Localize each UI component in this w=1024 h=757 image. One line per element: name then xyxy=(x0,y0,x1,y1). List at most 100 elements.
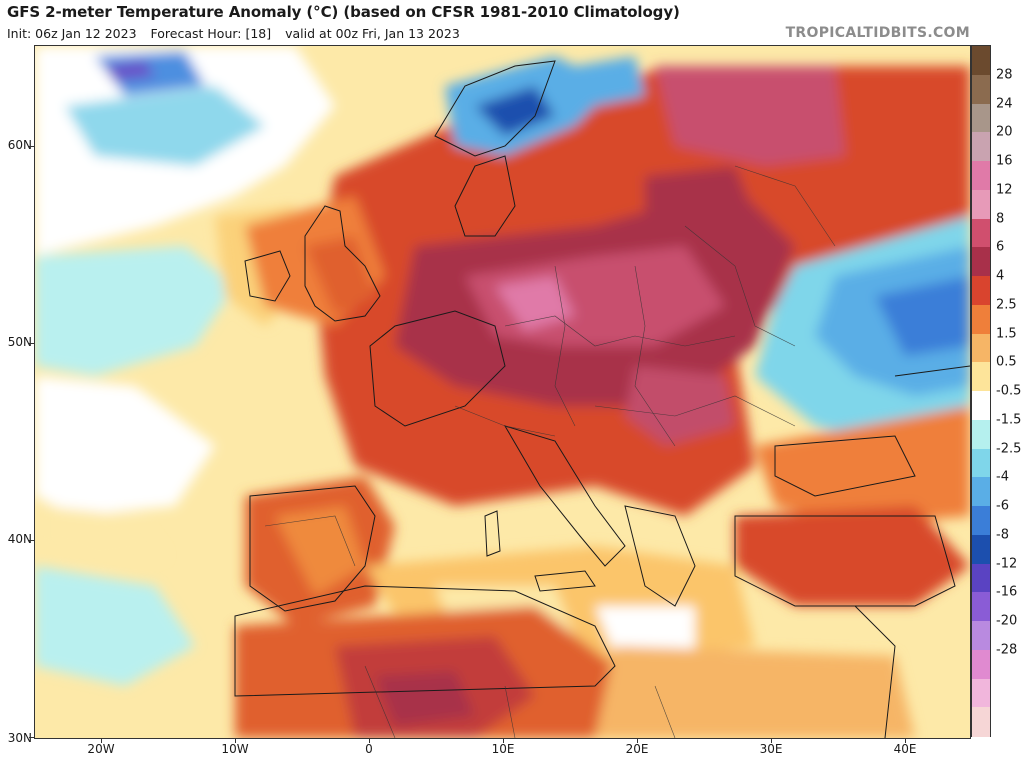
lon-tick xyxy=(101,738,102,743)
colorbar-label: 8 xyxy=(996,211,1005,226)
colorbar-label: -20 xyxy=(996,613,1018,629)
lon-label-0: 0 xyxy=(365,742,373,756)
border-line xyxy=(504,315,736,347)
border-line xyxy=(684,225,796,347)
colorbar-label: -16 xyxy=(996,584,1018,600)
lon-label-40e: 40E xyxy=(893,742,917,756)
border-line xyxy=(264,515,356,567)
colorbar-swatch xyxy=(972,218,990,248)
border-line xyxy=(594,395,796,427)
caspian-edge xyxy=(894,365,970,377)
colorbar-swatch xyxy=(972,649,990,679)
lon-tick xyxy=(771,738,772,743)
lat-label-60n: 60N xyxy=(7,138,32,152)
colorbar-label: -2.5 xyxy=(996,441,1022,456)
lon-tick xyxy=(235,738,236,743)
colorbar-swatch xyxy=(972,534,990,564)
colorbar-swatch xyxy=(972,477,990,507)
lat-tick xyxy=(29,737,34,738)
france-outline xyxy=(369,310,506,427)
colorbar-swatch xyxy=(972,592,990,622)
colorbar-label: 6 xyxy=(996,239,1005,255)
colorbar-swatch xyxy=(972,678,990,708)
lon-tick xyxy=(637,738,638,743)
border-line xyxy=(504,685,516,738)
valid-time: valid at 00z Fri, Jan 13 2023 xyxy=(285,26,460,41)
colorbar-swatch xyxy=(972,362,990,392)
colorbar-swatch xyxy=(972,563,990,593)
turkey-outline xyxy=(734,515,956,607)
colorbar-label: -28 xyxy=(996,642,1018,658)
lat-tick xyxy=(29,540,34,541)
colorbar-label: 2.5 xyxy=(996,297,1017,313)
lat-tick xyxy=(29,343,34,344)
lon-label-10w: 10W xyxy=(221,742,249,756)
map-canvas xyxy=(35,46,970,738)
colorbar-swatch xyxy=(972,189,990,219)
country-borders xyxy=(264,165,836,738)
colorbar-label: 1.5 xyxy=(996,326,1017,341)
lon-tick xyxy=(369,738,370,743)
colorbar-label: 24 xyxy=(996,96,1013,111)
site-credit: TROPICALTIDBITS.COM xyxy=(785,25,970,41)
colorbar-swatch xyxy=(972,391,990,421)
colorbar-swatch xyxy=(972,707,990,737)
coastlines xyxy=(234,60,970,738)
colorbar-label: -4 xyxy=(996,469,1009,485)
colorbar-label: 28 xyxy=(996,67,1013,83)
lat-tick xyxy=(29,146,34,147)
map-title: GFS 2-meter Temperature Anomaly (°C) (ba… xyxy=(7,3,680,21)
colorbar-swatch xyxy=(972,276,990,306)
colorbar-label: -6 xyxy=(996,498,1009,514)
lon-label-30e: 30E xyxy=(759,742,783,756)
colorbar-label: -1.5 xyxy=(996,412,1022,428)
colorbar-swatch xyxy=(972,621,990,651)
colorbar-swatch xyxy=(972,103,990,133)
colorbar-label: 20 xyxy=(996,124,1013,140)
colorbar-label: 4 xyxy=(996,268,1005,284)
lon-label-10e: 10E xyxy=(491,742,515,756)
denmark-outline xyxy=(454,155,516,237)
great-britain-outline xyxy=(304,205,381,322)
border-line xyxy=(654,685,676,738)
border-line xyxy=(554,265,576,427)
colorbar xyxy=(971,45,991,737)
forecast-hour: Forecast Hour: [18] xyxy=(150,26,272,41)
colorbar-label: 0.5 xyxy=(996,354,1017,370)
border-line xyxy=(454,405,556,437)
black-sea-outline xyxy=(774,435,916,497)
colorbar-swatch xyxy=(972,419,990,449)
colorbar-swatch xyxy=(972,132,990,162)
init-time: Init: 06z Jan 12 2023 xyxy=(7,26,137,41)
lat-label-30n: 30N xyxy=(7,731,32,745)
colorbar-swatch xyxy=(972,161,990,191)
map-subtitle: Init: 06z Jan 12 2023 Forecast Hour: [18… xyxy=(7,26,470,41)
colorbar-label: -8 xyxy=(996,527,1009,543)
corsica-outline xyxy=(484,510,501,557)
colorbar-label: -12 xyxy=(996,556,1018,571)
lat-label-50n: 50N xyxy=(7,335,32,349)
norway-outline xyxy=(434,60,556,157)
north-africa-coast xyxy=(234,585,616,697)
colorbar-swatch xyxy=(972,304,990,334)
lon-tick xyxy=(905,738,906,743)
border-line xyxy=(634,265,676,447)
italy-outline xyxy=(503,425,626,567)
colorbar-swatch xyxy=(972,506,990,536)
lat-label-40n: 40N xyxy=(7,532,32,546)
colorbar-swatch xyxy=(972,74,990,104)
lon-label-20e: 20E xyxy=(625,742,649,756)
colorbar-label: 12 xyxy=(996,182,1013,198)
colorbar-label: -0.5 xyxy=(996,383,1022,399)
ireland-outline xyxy=(244,250,291,302)
lon-tick xyxy=(503,738,504,743)
iberia-outline xyxy=(249,485,376,612)
colorbar-swatch xyxy=(972,247,990,277)
sicily-outline xyxy=(534,570,596,592)
colorbar-label: 16 xyxy=(996,153,1013,169)
lon-label-20w: 20W xyxy=(87,742,115,756)
colorbar-swatch xyxy=(972,46,990,76)
border-line xyxy=(364,665,396,738)
colorbar-swatch xyxy=(972,448,990,478)
greece-outline xyxy=(624,505,696,607)
